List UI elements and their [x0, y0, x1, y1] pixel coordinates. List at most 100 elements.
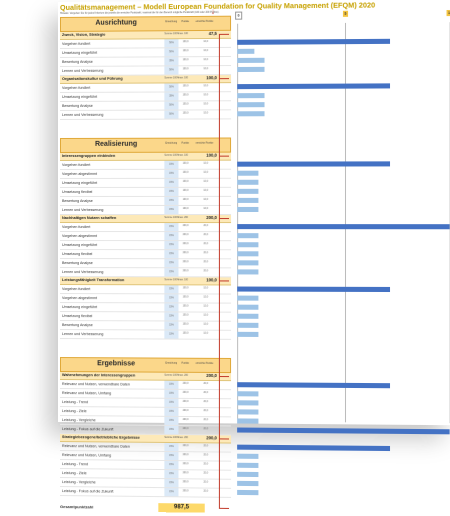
row-label: Lernen und Verbesserung [62, 332, 103, 336]
row-max-points: 200,0 [178, 234, 192, 236]
achievement-input[interactable]: 15% [164, 399, 178, 407]
row-label: Relevanz und Nutzen, Umfang [62, 453, 111, 457]
data-bar [237, 224, 449, 229]
row-points: 10,0 [195, 41, 217, 43]
achievement-input[interactable]: 35% [164, 57, 178, 65]
achievement-input[interactable]: 15% [164, 179, 178, 187]
achievement-input[interactable]: 15% [164, 188, 178, 196]
row-label: Vorgehen fundiert [62, 86, 90, 90]
achievement-input[interactable]: 50% [164, 111, 178, 119]
row-points: 10,0 [195, 172, 217, 174]
achievement-input[interactable]: 15% [164, 330, 178, 338]
achievement-input[interactable]: 15% [164, 390, 178, 398]
achievement-input[interactable]: 15% [164, 321, 178, 329]
row-points: 20,0 [195, 463, 217, 465]
achievement-input[interactable]: 15% [164, 206, 178, 214]
section-header: RealisierungErreichungPunkteerreichte Pu… [60, 138, 231, 153]
column-header-erreichung: Erreichung [165, 20, 177, 23]
criterion-sum-label: Summe 100% [164, 33, 179, 35]
achievement-input[interactable]: 15% [164, 268, 178, 276]
data-bar [237, 58, 264, 63]
row-max-points: 100,0 [178, 163, 192, 165]
achievement-input[interactable]: 15% [164, 259, 178, 267]
total-label: Gesamtpunktzahl [60, 504, 93, 509]
row-max-points: 100,0 [178, 172, 192, 174]
row-max-points: 200,0 [178, 410, 192, 412]
achievement-input[interactable]: 15% [164, 170, 178, 178]
achievement-input[interactable]: 15% [164, 470, 178, 478]
achievement-input[interactable]: 15% [164, 285, 178, 293]
achievement-input[interactable]: 50% [164, 39, 178, 47]
scale-marker: 5 [343, 11, 348, 17]
data-bar [237, 287, 390, 293]
row-label: Vorgehen fundiert [62, 287, 90, 291]
row-points: 10,0 [195, 94, 217, 96]
achievement-input[interactable]: 15% [164, 250, 178, 258]
row-label: Bewertung Analyse [62, 261, 93, 265]
criterion-score: 47,5 [195, 31, 217, 36]
achievement-input[interactable]: 15% [164, 461, 178, 469]
table-row: Leistung - Fokus auf die Zukunft15%200,0… [60, 487, 231, 498]
achievement-input[interactable]: 35% [164, 92, 178, 100]
section-title: Ausrichtung [61, 19, 171, 27]
achievement-input[interactable]: 15% [164, 294, 178, 302]
achievement-input[interactable]: 15% [164, 232, 178, 240]
row-label: Vorgehen fundiert [62, 42, 90, 46]
achievement-input[interactable]: 15% [164, 452, 178, 460]
row-max-points: 200,0 [178, 225, 192, 227]
achievement-input[interactable]: 15% [164, 161, 178, 169]
connector-tick [219, 280, 229, 281]
achievement-input[interactable]: 50% [164, 101, 178, 109]
table-row: Umsetzung eingeführt15%200,020,0 [60, 241, 231, 250]
criterion-sum-label: Summe 100% [164, 375, 179, 377]
achievement-input[interactable]: 50% [164, 83, 178, 91]
row-max-points: 200,0 [178, 463, 192, 465]
row-max-points: 100,0 [178, 190, 192, 192]
achievement-input[interactable]: 15% [164, 426, 178, 434]
achievement-input[interactable]: 15% [164, 197, 178, 205]
achievement-input[interactable]: 15% [164, 381, 178, 389]
achievement-input[interactable]: 15% [164, 479, 178, 487]
column-header-erreichte-punkte: erreichte Punkte [196, 142, 214, 145]
column-header-erreichte-punkte: erreichte Punkte [196, 362, 214, 365]
row-max-points: 100,0 [178, 68, 192, 70]
row-label: Leistung - Ziele [62, 471, 87, 475]
row-label: Umsetzung eingeführt [62, 181, 97, 185]
data-bar [237, 198, 258, 203]
achievement-input[interactable]: 15% [164, 241, 178, 249]
row-max-points: 100,0 [178, 94, 192, 96]
row-points: 20,0 [195, 261, 217, 263]
achievement-input[interactable]: 15% [164, 312, 178, 320]
criterion-header: Nachhaltigen Nutzen schaffenSumme 100%ma… [60, 215, 231, 223]
achievement-input[interactable]: 15% [164, 223, 178, 231]
criterion-title: Organisationskultur und Führung [62, 77, 123, 81]
data-bar [237, 102, 264, 107]
criterion-title: Nachhaltigen Nutzen schaffen [62, 216, 116, 220]
row-max-points: 100,0 [178, 59, 192, 61]
spreadsheet-page: Qualitätsmanagement – Modell European Fo… [58, 0, 450, 425]
row-points: 10,0 [195, 103, 217, 105]
row-label: Vorgehen abgestimmt [62, 296, 97, 300]
achievement-input[interactable]: 15% [164, 417, 178, 425]
row-points: 20,0 [195, 392, 217, 394]
row-points: 20,0 [195, 252, 217, 254]
criterion-title: Interessengruppen einbinden [62, 154, 115, 158]
section-header: AusrichtungErreichungPunkteerreichte Pun… [60, 16, 231, 32]
bar-chart-area: 0 5 1 [235, 22, 450, 423]
achievement-input[interactable]: 50% [164, 48, 178, 56]
row-label: Umsetzung eingeführt [62, 95, 97, 99]
row-max-points: 200,0 [178, 243, 192, 245]
scale-marker: 0 [235, 12, 242, 20]
table-row: Bewertung Analyse 15%200,020,0 [60, 259, 231, 268]
achievement-input[interactable]: 15% [164, 303, 178, 311]
criterion-title: Leistungsfähigkeit Transformation [62, 278, 124, 282]
row-max-points: 100,0 [178, 333, 192, 335]
achievement-input[interactable]: 50% [164, 66, 178, 74]
row-points: 10,0 [195, 190, 217, 192]
achievement-input[interactable]: 15% [164, 408, 178, 416]
data-bar [237, 409, 258, 414]
row-max-points: 200,0 [178, 261, 192, 263]
criterion-sum-label: Summe 100% [164, 217, 179, 219]
achievement-input[interactable]: 15% [164, 488, 178, 496]
down-arrow-icon: ↓ [211, 8, 215, 16]
